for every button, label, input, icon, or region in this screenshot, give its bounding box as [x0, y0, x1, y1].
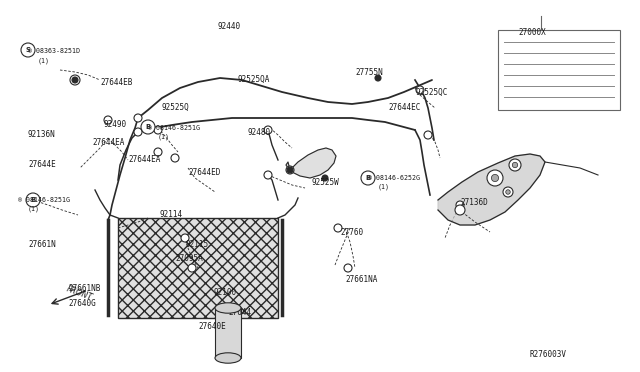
Text: 92525QA: 92525QA — [237, 75, 269, 84]
Text: 92100: 92100 — [213, 288, 236, 297]
Circle shape — [424, 131, 432, 139]
Text: S: S — [26, 47, 31, 53]
Text: 92115: 92115 — [185, 240, 208, 249]
Ellipse shape — [215, 303, 241, 313]
Circle shape — [286, 166, 294, 174]
Text: R276003V: R276003V — [530, 350, 567, 359]
Text: 27644ED: 27644ED — [188, 168, 220, 177]
Bar — [118, 218, 278, 318]
Bar — [215, 308, 241, 358]
Text: 27136D: 27136D — [460, 198, 488, 207]
Bar — [498, 30, 620, 110]
Circle shape — [361, 171, 375, 185]
Circle shape — [21, 43, 35, 57]
Text: 27661NB: 27661NB — [68, 284, 100, 293]
Text: 27755N: 27755N — [355, 68, 383, 77]
Text: 27760: 27760 — [340, 228, 363, 237]
Text: 27644EB: 27644EB — [100, 78, 132, 87]
Text: 92114: 92114 — [160, 210, 183, 219]
Text: 92525Q: 92525Q — [162, 103, 189, 112]
Circle shape — [416, 86, 424, 94]
Text: 92440: 92440 — [218, 22, 241, 31]
Circle shape — [134, 114, 142, 122]
Circle shape — [512, 162, 518, 168]
Text: 27644EA: 27644EA — [92, 138, 124, 147]
Text: 27644EA: 27644EA — [128, 155, 161, 164]
Text: (1): (1) — [158, 134, 170, 141]
Text: 92136N: 92136N — [28, 130, 56, 139]
Text: 92525W: 92525W — [312, 178, 340, 187]
Circle shape — [456, 201, 464, 209]
Text: (1): (1) — [38, 57, 50, 64]
Circle shape — [70, 75, 80, 85]
Circle shape — [287, 167, 293, 173]
Circle shape — [492, 174, 499, 182]
Circle shape — [506, 190, 510, 194]
Polygon shape — [438, 154, 545, 225]
Text: (1): (1) — [28, 206, 40, 212]
Text: 27661NA: 27661NA — [345, 275, 378, 284]
Text: ® 08146-8251G: ® 08146-8251G — [148, 125, 200, 131]
Polygon shape — [286, 148, 336, 178]
Text: B: B — [145, 124, 150, 130]
Text: 27095A: 27095A — [175, 254, 203, 263]
Text: 27000X: 27000X — [518, 28, 546, 37]
Circle shape — [264, 171, 272, 179]
Text: ® 08146-8251G: ® 08146-8251G — [18, 197, 70, 203]
Text: 27644E: 27644E — [28, 160, 56, 169]
Circle shape — [181, 234, 189, 242]
Text: 92490: 92490 — [104, 120, 127, 129]
Text: FRONT: FRONT — [65, 284, 93, 302]
Circle shape — [171, 154, 179, 162]
Text: 27640G: 27640G — [68, 299, 96, 308]
Circle shape — [509, 159, 521, 171]
Circle shape — [26, 193, 40, 207]
Circle shape — [141, 120, 155, 134]
Text: 92525QC: 92525QC — [415, 88, 447, 97]
Circle shape — [487, 170, 503, 186]
Circle shape — [264, 126, 272, 134]
Circle shape — [104, 116, 112, 124]
Text: © 08363-8251D: © 08363-8251D — [28, 48, 80, 54]
Text: 27644: 27644 — [228, 308, 251, 317]
Text: (1): (1) — [378, 184, 390, 190]
Circle shape — [72, 77, 78, 83]
Text: 27661N: 27661N — [28, 240, 56, 249]
Circle shape — [455, 205, 465, 215]
Text: B: B — [30, 197, 36, 203]
Circle shape — [188, 264, 196, 272]
Circle shape — [154, 148, 162, 156]
Text: 92480: 92480 — [248, 128, 271, 137]
Circle shape — [334, 224, 342, 232]
Text: 27644EC: 27644EC — [388, 103, 420, 112]
Circle shape — [344, 264, 352, 272]
Circle shape — [375, 75, 381, 81]
Ellipse shape — [215, 353, 241, 363]
Text: ® 08146-6252G: ® 08146-6252G — [368, 175, 420, 181]
Circle shape — [503, 187, 513, 197]
Circle shape — [154, 126, 162, 134]
Circle shape — [322, 175, 328, 181]
Circle shape — [134, 128, 142, 136]
Text: 27640E: 27640E — [198, 322, 226, 331]
Text: B: B — [365, 175, 371, 181]
